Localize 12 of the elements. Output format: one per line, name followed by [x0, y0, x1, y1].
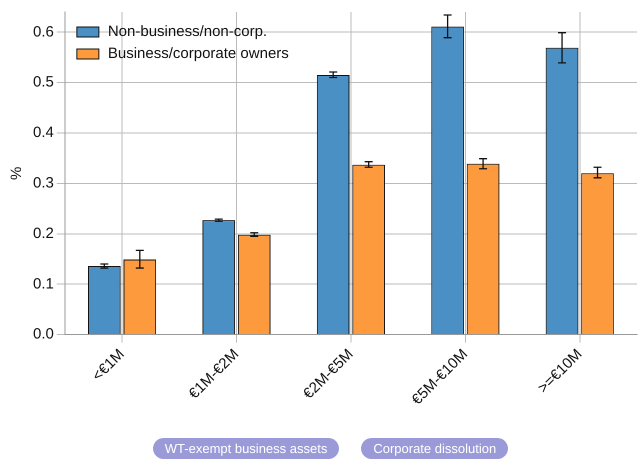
y-tick-label: 0.4	[32, 124, 54, 142]
legend-label: Business/corporate owners	[108, 45, 289, 62]
legend-label: Non-business/non-corp.	[108, 23, 268, 40]
text: WT-exempt business assets	[152, 438, 340, 459]
y-tick-label: 0.3	[32, 174, 54, 192]
y-tick-label: 0.2	[32, 224, 54, 242]
y-tick-label: 0.5	[32, 74, 54, 91]
y-tick-label: 0.6	[32, 23, 54, 40]
y-tick-label: 0.0	[32, 326, 54, 343]
text: Corporate dissolution	[361, 438, 508, 459]
y-axis-title: %	[8, 166, 26, 180]
y-tick-label: 0.1	[32, 275, 54, 292]
